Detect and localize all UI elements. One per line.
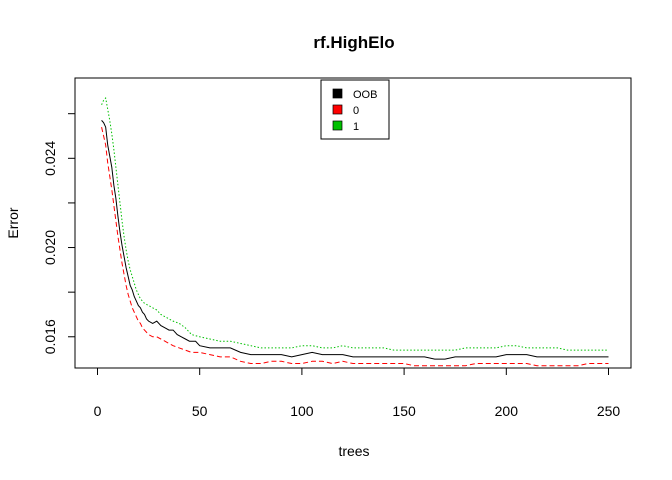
y-axis: 0.016 0.020 0.024 [42, 113, 76, 354]
series-layer [101, 97, 609, 367]
chart-title: rf.HighElo [313, 33, 394, 52]
legend-label: 0 [353, 105, 359, 117]
x-tick-label: 250 [597, 403, 621, 419]
legend-swatch [332, 104, 343, 115]
x-axis: 0 50 100 150 200 250 [94, 367, 621, 419]
y-tick-label: 0.020 [42, 230, 58, 265]
x-axis-label: trees [338, 443, 369, 459]
legend-box [320, 79, 390, 140]
legend-label: 1 [353, 121, 359, 133]
x-tick-label: 0 [94, 403, 102, 419]
series-line-oob [101, 120, 609, 360]
x-tick-label: 200 [495, 403, 519, 419]
legend-swatch [332, 120, 343, 131]
x-tick-label: 150 [392, 403, 416, 419]
legend-label: OOB [353, 89, 377, 101]
y-tick-label: 0.016 [42, 319, 58, 354]
series-line-class-1 [101, 97, 609, 351]
legend: OOB 0 1 [320, 79, 390, 140]
x-tick-label: 50 [192, 403, 208, 419]
y-tick-label: 0.024 [42, 141, 58, 176]
x-tick-label: 100 [290, 403, 314, 419]
series-line-class-0 [101, 126, 609, 367]
y-axis-label: Error [5, 207, 21, 238]
legend-swatch [332, 88, 343, 99]
